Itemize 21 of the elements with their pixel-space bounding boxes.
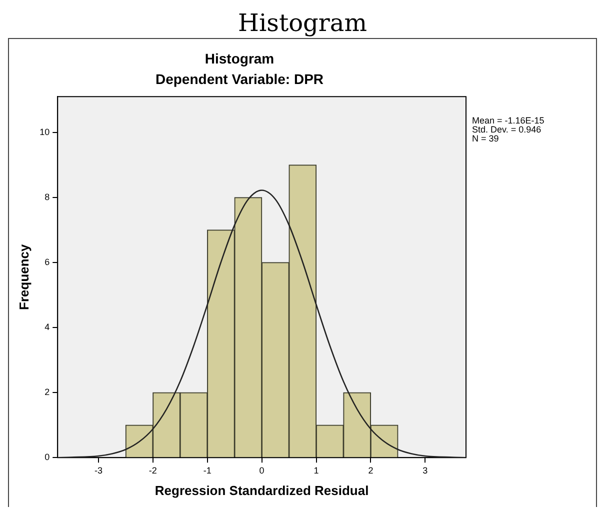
x-tick-label: 2 <box>368 465 374 476</box>
chart-subtitle: Dependent Variable: DPR <box>155 71 324 88</box>
x-tick-label: 0 <box>259 465 264 476</box>
y-tick-label: 8 <box>44 192 50 202</box>
chart-title: Histogram <box>204 50 274 66</box>
y-axis-title: Frequency <box>16 243 32 310</box>
y-tick-label: 6 <box>44 256 50 267</box>
x-tick-label: -1 <box>203 465 212 476</box>
y-tick-label: 2 <box>44 387 50 398</box>
y-tick-label: 0 <box>44 452 50 462</box>
text: N = 39 <box>472 134 499 144</box>
x-tick-label: 1 <box>314 465 319 476</box>
y-tick-label: 10 <box>40 126 50 137</box>
x-tick-label: -3 <box>94 465 102 476</box>
text: Std. Dev. = 0.946 <box>472 124 542 135</box>
text: Histogram <box>237 8 368 38</box>
y-tick-label: 4 <box>44 322 50 332</box>
x-tick-label: -2 <box>148 465 157 476</box>
x-tick-label: 3 <box>422 465 428 476</box>
x-axis-title: Regression Standardized Residual <box>154 482 369 498</box>
text: Mean = -1.16E-15 <box>472 116 544 126</box>
